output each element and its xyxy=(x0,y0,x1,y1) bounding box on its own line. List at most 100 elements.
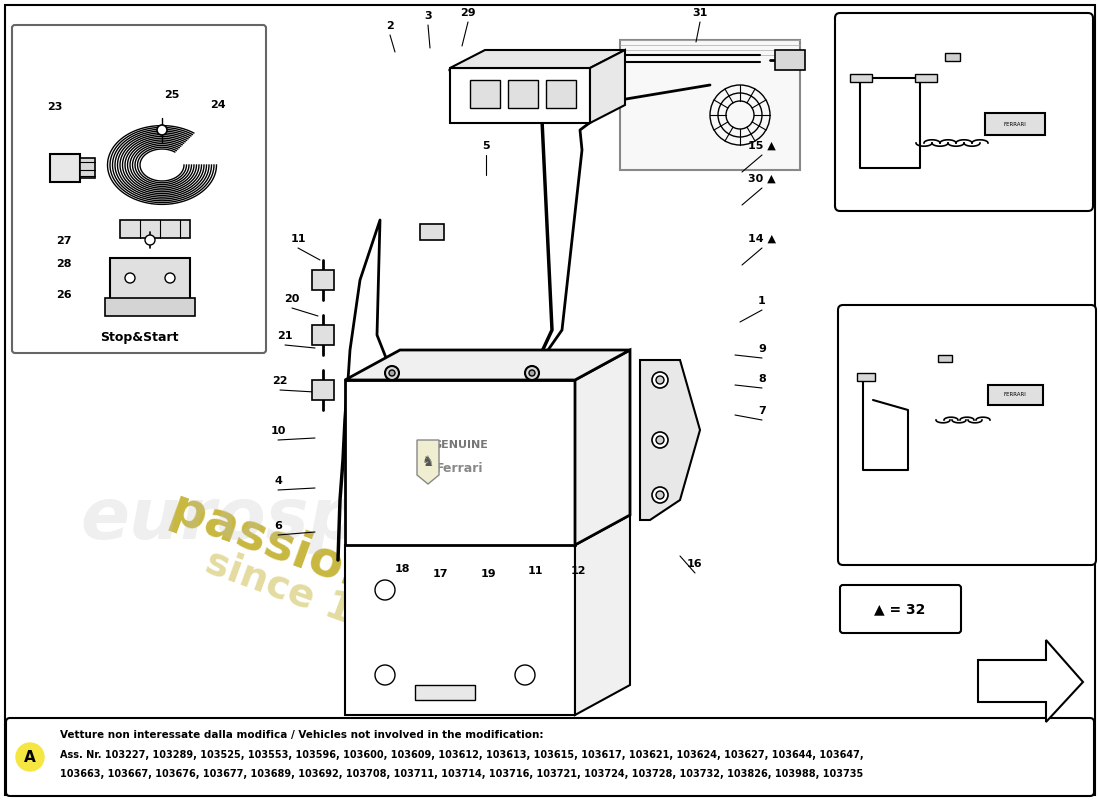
FancyBboxPatch shape xyxy=(6,718,1094,796)
Polygon shape xyxy=(590,50,625,123)
Text: passion for: passion for xyxy=(164,484,476,636)
Circle shape xyxy=(656,436,664,444)
Bar xyxy=(945,53,960,61)
Text: 11: 11 xyxy=(527,566,542,576)
Text: 27: 27 xyxy=(56,236,72,246)
Text: 5: 5 xyxy=(482,141,490,151)
FancyBboxPatch shape xyxy=(6,5,1094,795)
Bar xyxy=(450,68,590,123)
Bar xyxy=(938,355,952,362)
Polygon shape xyxy=(450,50,625,68)
Text: Vetture non interessate dalla modifica / Vehicles not involved in the modificati: Vetture non interessate dalla modifica /… xyxy=(60,730,543,740)
Text: 1: 1 xyxy=(758,296,766,306)
Circle shape xyxy=(656,376,664,384)
Text: 34: 34 xyxy=(1045,343,1060,353)
Bar xyxy=(80,158,95,178)
Bar xyxy=(620,40,800,170)
Text: Valid for UK: Valid for UK xyxy=(926,531,1010,545)
Text: 16: 16 xyxy=(688,559,703,569)
Text: 30 ▲: 30 ▲ xyxy=(748,174,775,184)
Text: 11: 11 xyxy=(290,234,306,244)
Circle shape xyxy=(16,743,44,771)
Text: 31: 31 xyxy=(692,8,707,18)
Circle shape xyxy=(157,125,167,135)
Bar xyxy=(508,80,538,108)
Text: 2: 2 xyxy=(386,21,394,31)
Text: 12: 12 xyxy=(570,566,585,576)
Text: 26: 26 xyxy=(56,290,72,300)
Polygon shape xyxy=(575,350,630,545)
Circle shape xyxy=(165,273,175,283)
Bar xyxy=(345,380,575,545)
Text: 24: 24 xyxy=(210,100,225,110)
Circle shape xyxy=(515,665,535,685)
Bar xyxy=(420,224,444,240)
Circle shape xyxy=(385,366,399,380)
FancyBboxPatch shape xyxy=(838,305,1096,565)
Bar xyxy=(776,50,805,70)
Bar xyxy=(984,113,1045,135)
Text: 10: 10 xyxy=(271,426,286,436)
Text: 23: 23 xyxy=(46,102,62,112)
Text: 15 ▲: 15 ▲ xyxy=(748,141,775,151)
Circle shape xyxy=(145,235,155,245)
Text: Ass. Nr. 103227, 103289, 103525, 103553, 103596, 103600, 103609, 103612, 103613,: Ass. Nr. 103227, 103289, 103525, 103553,… xyxy=(60,750,864,760)
Text: 19: 19 xyxy=(481,569,496,579)
Text: 13: 13 xyxy=(957,40,972,50)
Circle shape xyxy=(389,370,395,376)
Bar xyxy=(120,220,190,238)
Text: 14 ▲: 14 ▲ xyxy=(748,234,775,244)
Text: A: A xyxy=(24,750,36,765)
Circle shape xyxy=(125,273,135,283)
Text: FERRARI: FERRARI xyxy=(1003,122,1026,126)
Bar xyxy=(312,270,334,290)
Circle shape xyxy=(529,370,535,376)
FancyBboxPatch shape xyxy=(835,13,1093,211)
Text: 6: 6 xyxy=(274,521,282,531)
Circle shape xyxy=(652,487,668,503)
Circle shape xyxy=(652,432,668,448)
FancyBboxPatch shape xyxy=(840,585,961,633)
Bar xyxy=(312,380,334,400)
Text: GENUINE: GENUINE xyxy=(432,440,488,450)
Polygon shape xyxy=(345,515,630,545)
Text: since 1985: since 1985 xyxy=(200,542,433,658)
Bar xyxy=(470,80,500,108)
Bar xyxy=(50,154,80,182)
Text: 103663, 103667, 103676, 103677, 103689, 103692, 103708, 103711, 103714, 103716, : 103663, 103667, 103676, 103677, 103689, … xyxy=(60,769,864,779)
Circle shape xyxy=(656,491,664,499)
Bar xyxy=(857,373,874,381)
Bar xyxy=(104,298,195,316)
Text: ♞: ♞ xyxy=(421,455,434,469)
Circle shape xyxy=(652,372,668,388)
Circle shape xyxy=(525,366,539,380)
Text: 21: 21 xyxy=(277,331,293,341)
Text: 29: 29 xyxy=(460,8,476,18)
Text: 18: 18 xyxy=(394,564,409,574)
Polygon shape xyxy=(640,360,700,520)
Polygon shape xyxy=(417,440,439,484)
Bar xyxy=(546,80,576,108)
Text: eurospares: eurospares xyxy=(80,486,537,554)
Text: 4: 4 xyxy=(274,476,282,486)
Text: 28: 28 xyxy=(56,259,72,269)
Circle shape xyxy=(375,580,395,600)
Text: Stop&Start: Stop&Start xyxy=(100,331,178,345)
Text: 9: 9 xyxy=(758,344,766,354)
Text: 8: 8 xyxy=(758,374,766,384)
Text: 25: 25 xyxy=(164,90,179,100)
Polygon shape xyxy=(978,640,1084,722)
Polygon shape xyxy=(575,515,630,715)
Text: Ferrari: Ferrari xyxy=(437,462,484,474)
Text: 22: 22 xyxy=(273,376,288,386)
Text: 3: 3 xyxy=(425,11,432,21)
FancyBboxPatch shape xyxy=(12,25,266,353)
Bar xyxy=(915,74,937,82)
Bar xyxy=(312,325,334,345)
Bar xyxy=(345,545,575,715)
Text: 17: 17 xyxy=(432,569,448,579)
Circle shape xyxy=(375,665,395,685)
Bar xyxy=(110,258,190,308)
Bar xyxy=(988,385,1043,405)
Text: 7: 7 xyxy=(758,406,766,416)
